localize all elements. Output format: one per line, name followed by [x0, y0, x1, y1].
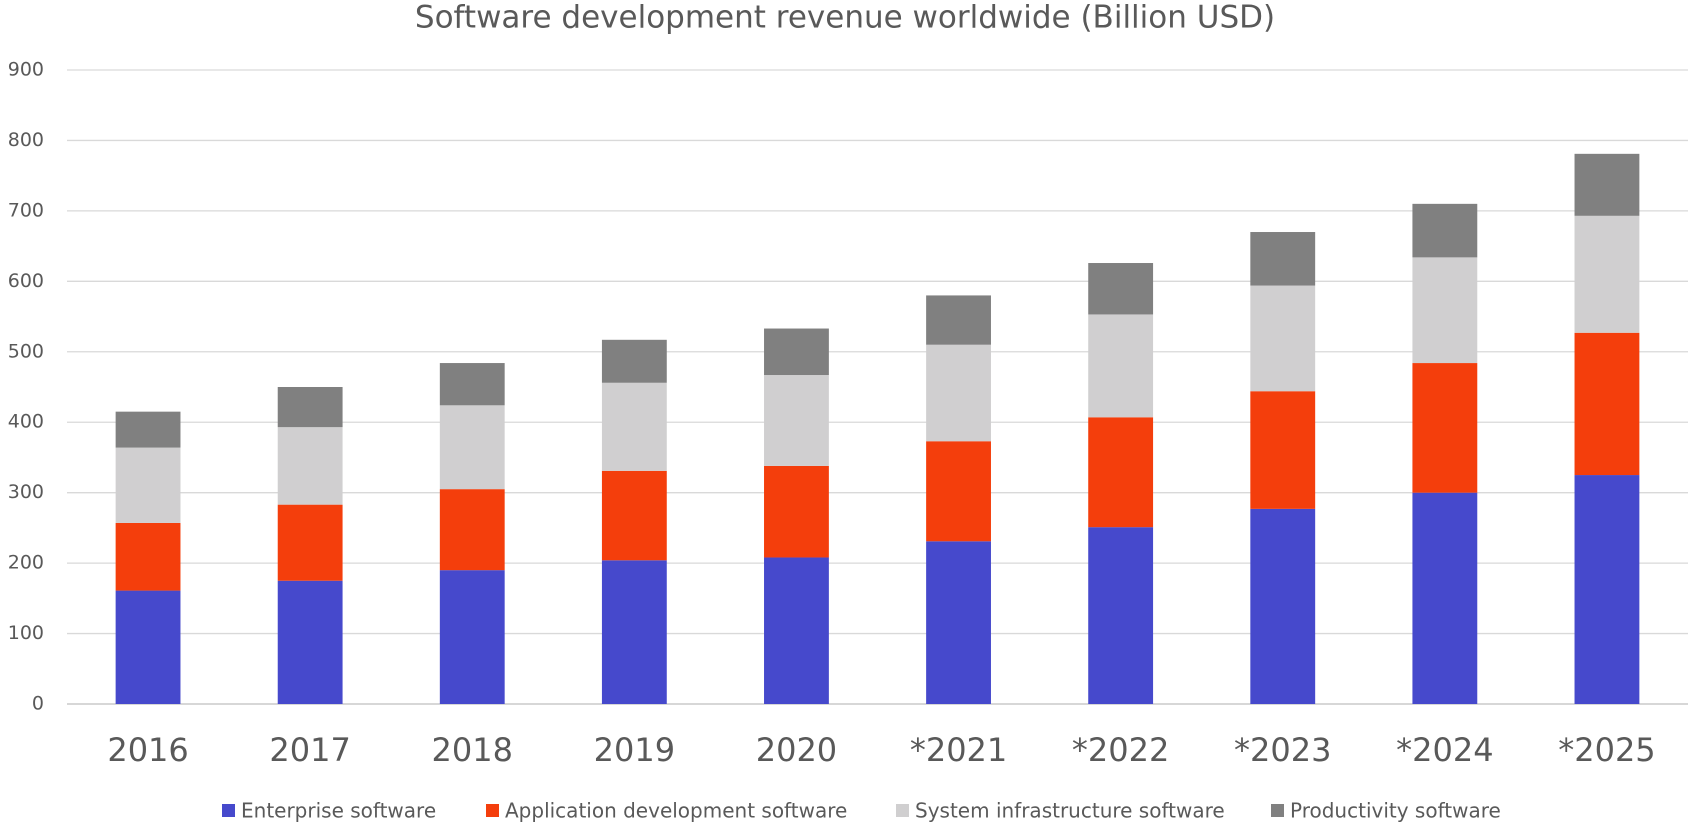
bar-segment — [277, 387, 343, 428]
bar-segment — [1088, 314, 1154, 418]
bar-segment — [115, 590, 181, 704]
bar-segment — [439, 363, 505, 406]
bar-segment — [439, 489, 505, 571]
bar-segment — [115, 447, 181, 523]
bar-segment — [277, 427, 343, 505]
bar-segment — [115, 522, 181, 591]
bar-segment — [1412, 363, 1478, 493]
chart-title: Software development revenue worldwide (… — [415, 0, 1275, 36]
y-tick-label: 500 — [8, 340, 44, 362]
y-tick-label: 700 — [8, 199, 44, 221]
x-tick-label: *2022 — [1072, 731, 1169, 769]
bar-segment — [1412, 492, 1478, 704]
bar-segment — [601, 382, 667, 471]
bar-segment — [1574, 215, 1640, 333]
y-tick-label: 900 — [8, 59, 44, 81]
x-tick-label: 2020 — [756, 731, 837, 769]
legend-swatch — [1271, 804, 1284, 817]
legend-label: System infrastructure software — [915, 799, 1225, 823]
bar-segment — [1250, 391, 1316, 509]
bar-segment — [1412, 257, 1478, 364]
bar-segment — [439, 405, 505, 490]
bar-segment — [926, 295, 991, 345]
bar-segment — [601, 470, 667, 561]
bar-segment — [277, 580, 343, 704]
bar-segment — [1412, 203, 1478, 258]
legend-swatch — [486, 804, 499, 817]
x-tick-label: *2025 — [1558, 731, 1655, 769]
x-tick-label: 2019 — [594, 731, 675, 769]
bar-segment — [601, 560, 667, 704]
bar-segment — [1088, 263, 1154, 315]
bar-segment — [926, 441, 991, 542]
bar-segment — [277, 504, 343, 581]
x-tick-label: 2017 — [269, 731, 350, 769]
y-tick-label: 400 — [8, 411, 44, 433]
y-tick-label: 100 — [8, 622, 44, 644]
x-tick-label: 2018 — [432, 731, 513, 769]
y-tick-label: 0 — [32, 693, 44, 715]
bar-segment — [115, 411, 181, 448]
x-tick-label: *2021 — [910, 731, 1007, 769]
bar-segment — [926, 541, 991, 704]
bar-segment — [1088, 527, 1154, 704]
bar-segment — [1250, 232, 1316, 286]
bar-segment — [764, 557, 829, 704]
bar-segment — [764, 328, 829, 376]
y-tick-label: 200 — [8, 552, 44, 574]
bar-segment — [1250, 508, 1316, 704]
bar-segment — [1250, 285, 1316, 392]
legend-label: Application development software — [505, 799, 847, 823]
legend-swatch — [896, 804, 909, 817]
y-tick-label: 800 — [8, 129, 44, 151]
bar-segment — [1088, 417, 1154, 528]
bar-segment — [926, 344, 991, 442]
x-tick-label: 2016 — [107, 731, 188, 769]
legend-label: Enterprise software — [241, 799, 436, 823]
legend-label: Productivity software — [1290, 799, 1501, 823]
bar-segment — [1574, 332, 1640, 476]
bar-segment — [1574, 475, 1640, 704]
bar-segment — [601, 339, 667, 383]
y-tick-label: 300 — [8, 481, 44, 503]
x-tick-label: *2024 — [1396, 731, 1493, 769]
y-tick-label: 600 — [8, 270, 44, 292]
bar-segment — [764, 375, 829, 466]
bar-segment — [764, 465, 829, 558]
bar-segment — [1574, 153, 1640, 216]
x-tick-label: *2023 — [1234, 731, 1331, 769]
legend-swatch — [222, 804, 235, 817]
bar-segment — [439, 570, 505, 704]
